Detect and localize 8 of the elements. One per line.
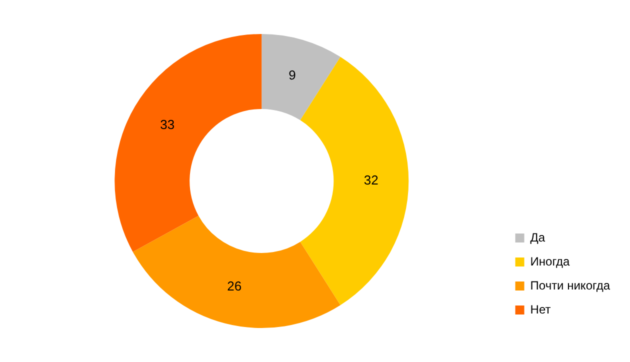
data-label: 9 — [288, 67, 296, 82]
legend-label: Да — [530, 230, 546, 244]
data-label: 26 — [227, 278, 242, 294]
legend-label: Почти никогда — [530, 278, 610, 292]
data-label: 33 — [160, 116, 175, 132]
data-label: 32 — [364, 172, 378, 188]
legend-label: Иногда — [530, 254, 570, 268]
legend-label: Нет — [530, 302, 552, 316]
